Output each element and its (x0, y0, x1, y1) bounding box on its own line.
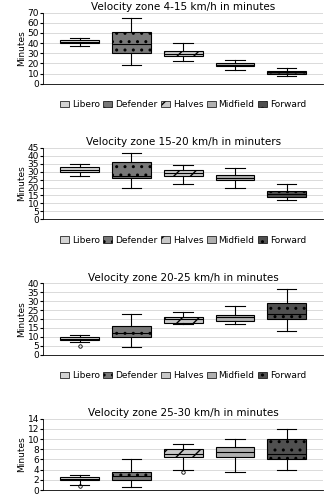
Legend: Libero, Defender, Halves, Midfield, Forward: Libero, Defender, Halves, Midfield, Forw… (60, 236, 306, 244)
Legend: Libero, Defender, Halves, Midfield, Forward: Libero, Defender, Halves, Midfield, Forw… (60, 371, 306, 380)
PathPatch shape (215, 175, 254, 180)
Y-axis label: Minutes: Minutes (17, 301, 26, 337)
PathPatch shape (112, 472, 151, 480)
PathPatch shape (267, 303, 306, 319)
PathPatch shape (164, 170, 202, 176)
PathPatch shape (60, 40, 99, 43)
PathPatch shape (164, 317, 202, 322)
PathPatch shape (267, 70, 306, 74)
Y-axis label: Minutes: Minutes (17, 30, 26, 66)
PathPatch shape (112, 326, 151, 337)
Legend: Libero, Defender, Halves, Midfield, Forward: Libero, Defender, Halves, Midfield, Forw… (60, 100, 306, 109)
PathPatch shape (267, 439, 306, 460)
PathPatch shape (164, 450, 202, 457)
PathPatch shape (215, 316, 254, 320)
Y-axis label: Minutes: Minutes (17, 436, 26, 472)
PathPatch shape (267, 190, 306, 197)
Y-axis label: Minutes: Minutes (17, 166, 26, 202)
PathPatch shape (215, 446, 254, 457)
PathPatch shape (112, 162, 151, 178)
PathPatch shape (60, 478, 99, 480)
PathPatch shape (112, 32, 151, 53)
PathPatch shape (215, 64, 254, 66)
Title: Velocity zone 15-20 km/h in minuters: Velocity zone 15-20 km/h in minuters (86, 137, 281, 147)
PathPatch shape (60, 167, 99, 172)
Title: Velocity zone 25-30 km/h in minutes: Velocity zone 25-30 km/h in minutes (88, 408, 278, 418)
PathPatch shape (164, 51, 202, 57)
PathPatch shape (60, 337, 99, 340)
Title: Velocity zone 20-25 km/h in minutes: Velocity zone 20-25 km/h in minutes (88, 272, 278, 282)
Title: Velocity zone 4-15 km/h in minutes: Velocity zone 4-15 km/h in minutes (91, 2, 275, 12)
